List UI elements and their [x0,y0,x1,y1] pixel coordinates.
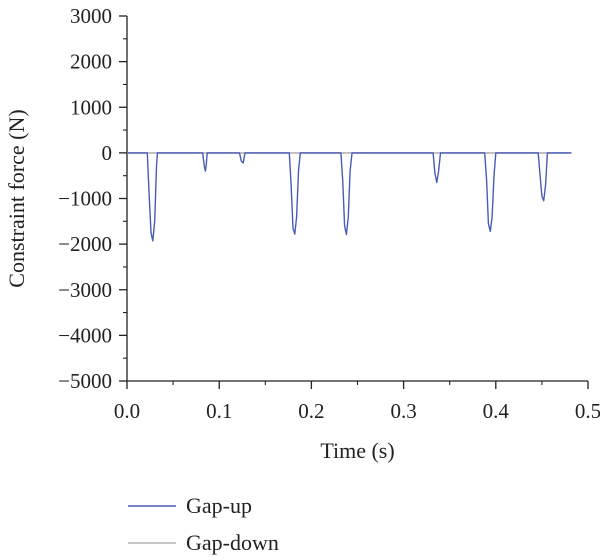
x-tick-label: 0.1 [206,399,232,423]
x-axis: 0.0 0.1 0.2 0.3 0.4 0.5 [114,380,600,423]
x-tick-label: 0.2 [298,399,324,423]
legend: Gap-up Gap-down [128,493,279,555]
x-tick-label: 0.5 [575,399,600,423]
y-tick-label: −1000 [58,187,112,211]
legend-label-gap-down: Gap-down [186,530,279,555]
y-tick-label: 0 [102,141,113,165]
y-tick-label: 1000 [70,95,112,119]
x-tick-label: 0.3 [390,399,416,423]
y-tick-label: −5000 [58,369,112,393]
x-tick-label: 0.0 [114,399,140,423]
y-tick-label: −3000 [58,278,112,302]
y-tick-label: −2000 [58,232,112,256]
series-line-gap-up [127,152,572,242]
x-axis-title: Time (s) [320,438,394,463]
x-tick-label: 0.4 [483,399,510,423]
y-axis: 3000 2000 1000 0 −1000 −2000 −3000 −4000 −5000 [58,4,128,393]
y-axis-title: Constraint force (N) [4,109,29,287]
y-tick-label: 2000 [70,50,112,74]
y-tick-label: 3000 [70,4,112,28]
series-layer [127,152,572,242]
legend-label-gap-up: Gap-up [186,493,252,518]
y-tick-label: −4000 [58,323,112,347]
